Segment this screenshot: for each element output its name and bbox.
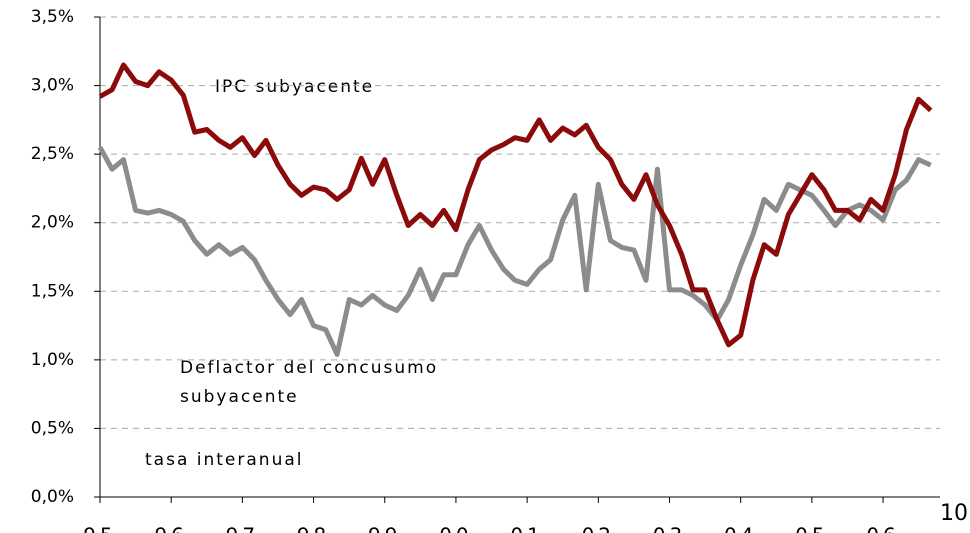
y-tick-label: 0,5% [31,418,74,438]
y-tick-label: 2,5% [31,144,74,164]
series-line [97,146,932,357]
x-tick-label: 98 [297,524,330,533]
y-tick-label: 3,5% [31,7,74,27]
x-tick-label: 01 [510,524,543,533]
x-tick-label: 06 [866,524,899,533]
x-tick-label: 04 [724,524,757,533]
annotation: 10 [940,501,968,526]
annotation: tasa interanual [145,450,303,470]
y-tick-label: 3,0% [31,76,74,96]
x-tick-label: 96 [154,524,187,533]
x-tick-label: 03 [653,524,686,533]
x-tick-label: 97 [226,524,259,533]
annotation: subyacente [180,387,299,407]
y-tick-label: 1,5% [31,281,74,301]
x-tick-label: 02 [582,524,615,533]
annotation: Deflactor del concusumo [180,358,438,378]
annotation: IPC subyacente [215,77,374,97]
y-tick-label: 0,0% [31,487,74,507]
x-tick-label: 00 [439,524,472,533]
x-tick-label: 99 [368,524,401,533]
x-tick-label: 05 [795,524,828,533]
x-tick-label: 95 [83,524,116,533]
series-line [98,62,933,348]
y-tick-label: 2,0% [31,213,74,233]
y-tick-label: 1,0% [31,350,74,370]
